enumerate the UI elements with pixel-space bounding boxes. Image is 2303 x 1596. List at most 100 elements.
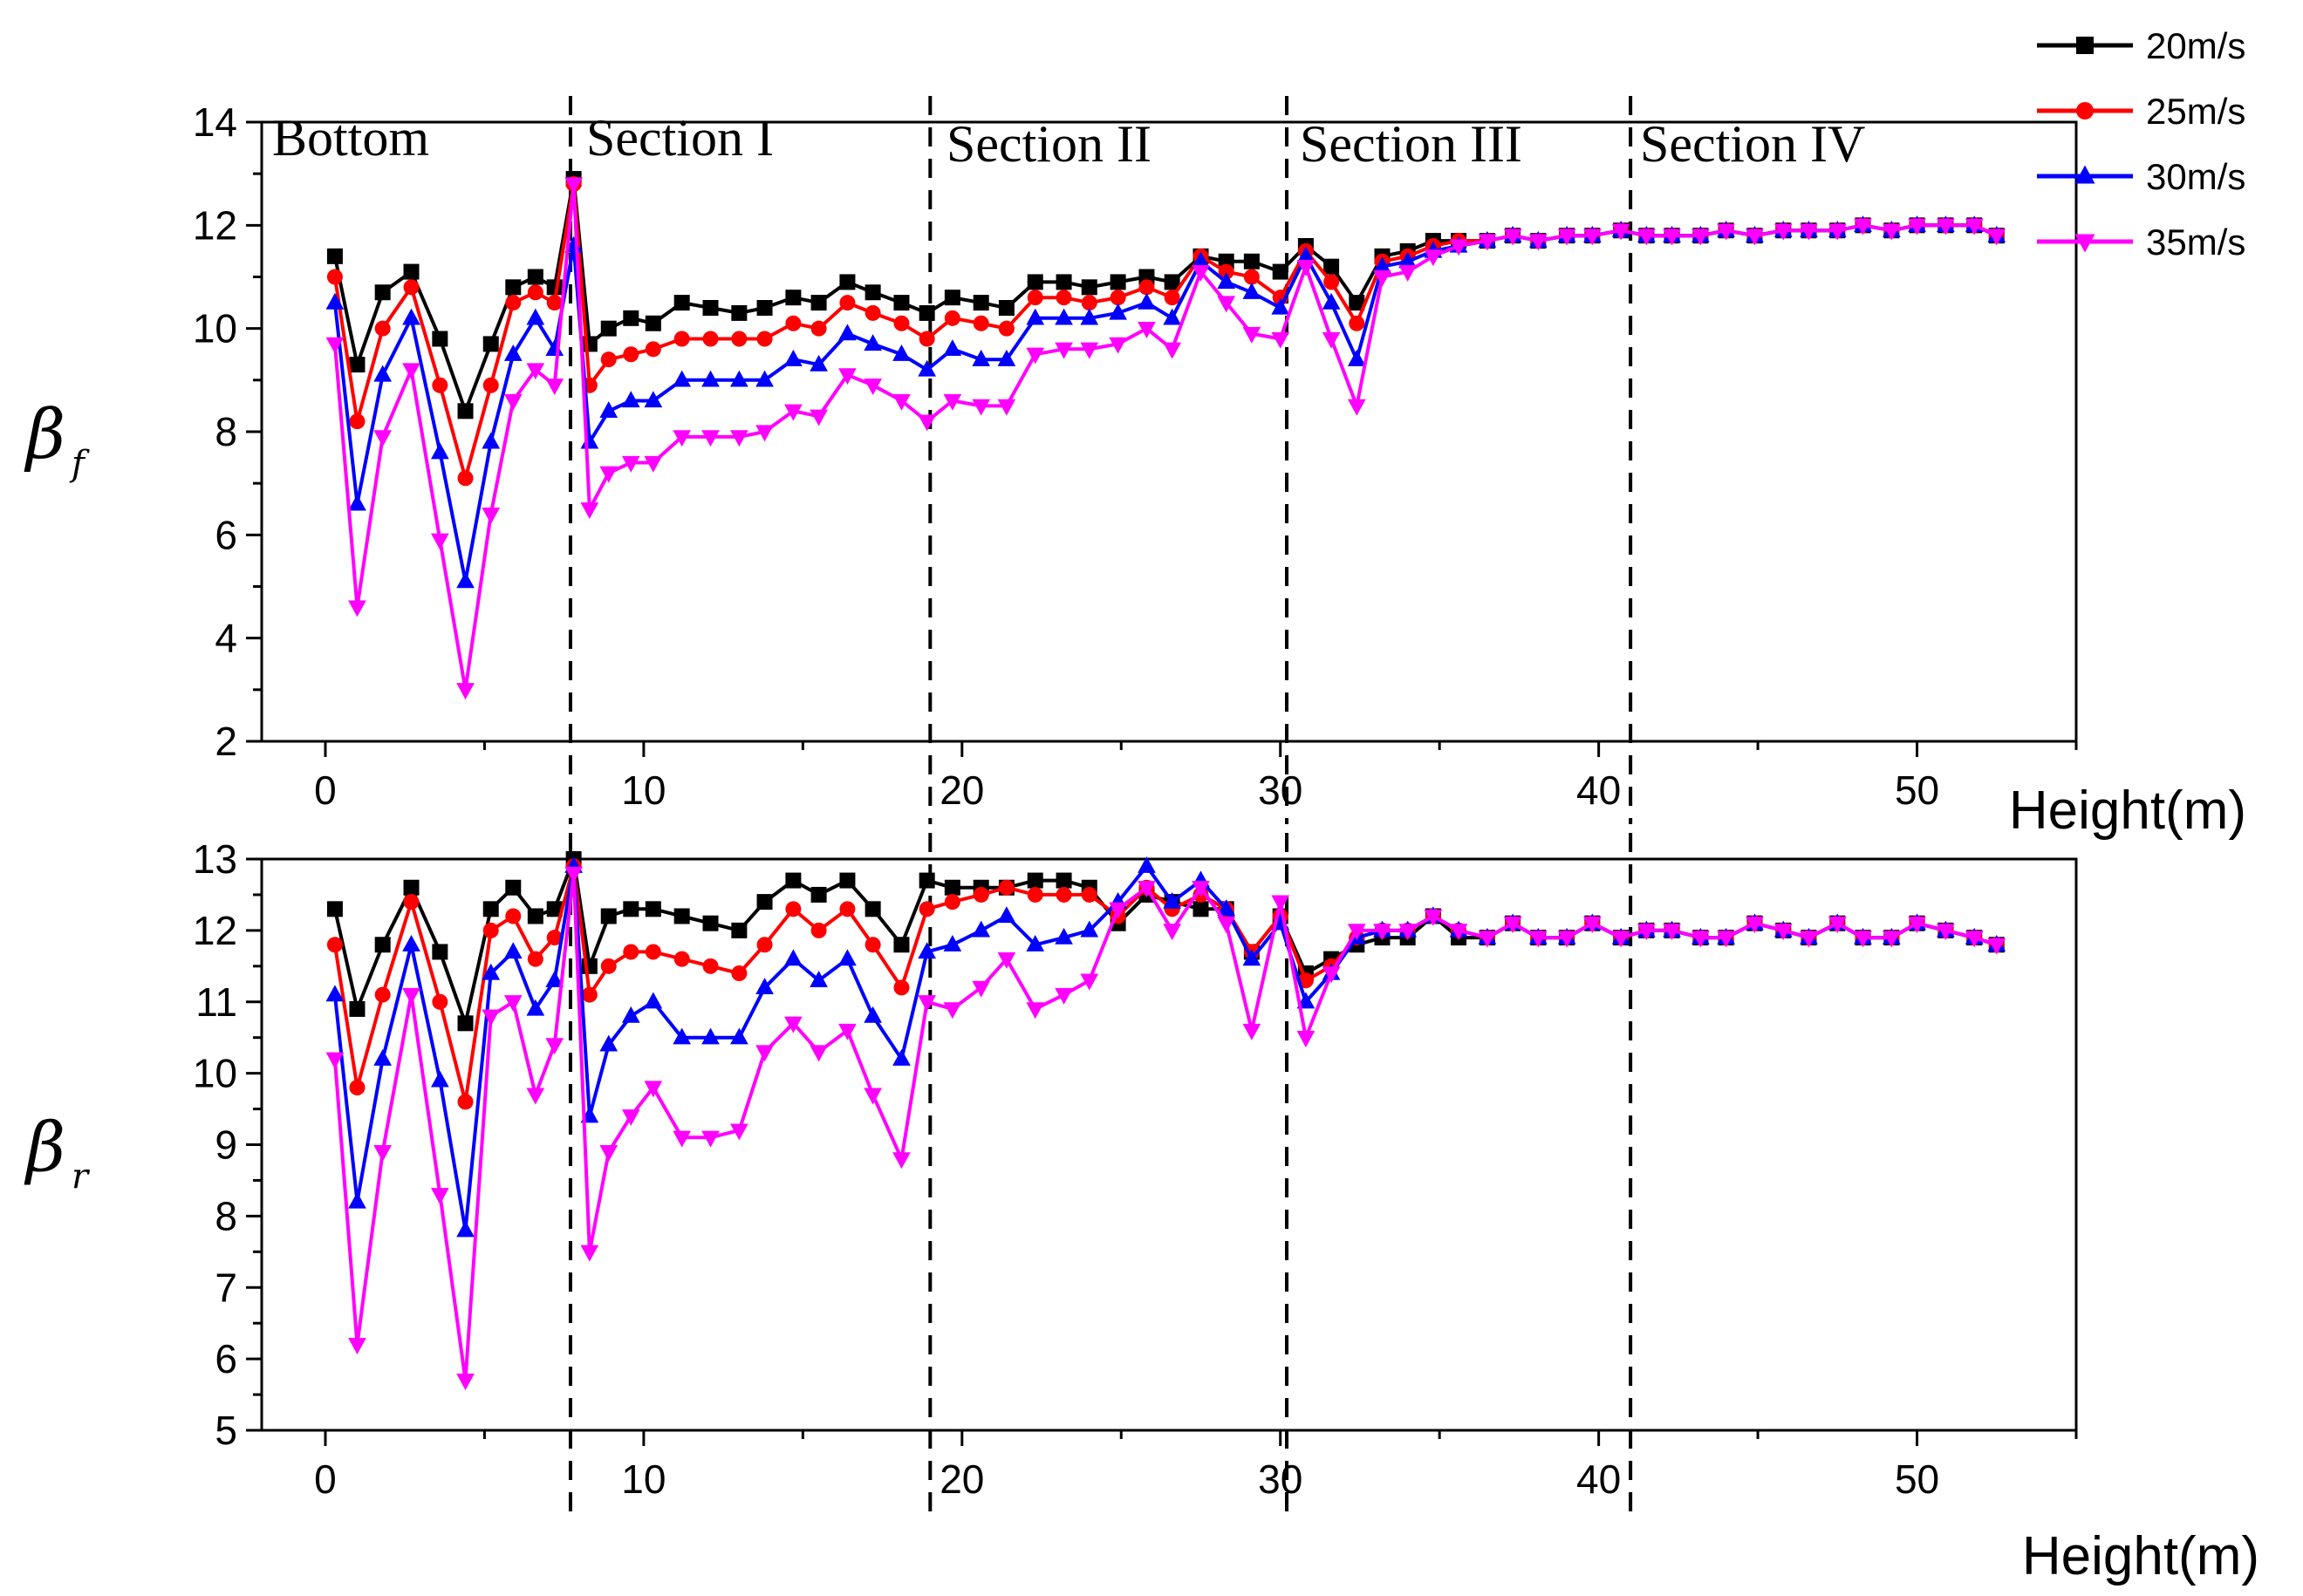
legend-marker-shape bbox=[2074, 234, 2095, 253]
data-point bbox=[1449, 239, 1468, 256]
top-xlabel: Height(m) bbox=[2009, 781, 2246, 841]
data-point bbox=[1478, 931, 1497, 948]
data-point bbox=[839, 872, 856, 889]
data-point bbox=[546, 901, 563, 917]
data-point bbox=[1217, 917, 1236, 933]
data-point bbox=[701, 1027, 720, 1045]
data-point bbox=[623, 310, 639, 326]
data-point bbox=[998, 320, 1015, 337]
data-point bbox=[973, 295, 989, 311]
data-point bbox=[1424, 909, 1443, 926]
data-point bbox=[527, 908, 543, 924]
data-point bbox=[503, 995, 523, 1012]
data-point bbox=[673, 430, 692, 447]
data-point bbox=[349, 357, 366, 373]
data-point bbox=[349, 1080, 366, 1095]
data-point bbox=[432, 377, 448, 393]
section-dividers bbox=[568, 96, 1633, 824]
data-point bbox=[1322, 966, 1341, 984]
data-point bbox=[1296, 246, 1316, 263]
data-point bbox=[402, 363, 420, 380]
data-point bbox=[864, 937, 881, 953]
legend-label: 25m/s bbox=[2146, 91, 2245, 132]
data-point bbox=[810, 409, 828, 426]
data-point bbox=[864, 379, 882, 395]
data-point bbox=[1965, 218, 1984, 235]
data-point bbox=[1056, 872, 1072, 889]
bottom-series-layer bbox=[325, 851, 2006, 1390]
data-point bbox=[482, 377, 499, 393]
data-point bbox=[580, 1245, 599, 1262]
data-point bbox=[785, 901, 802, 917]
data-point bbox=[599, 401, 618, 418]
data-point bbox=[527, 951, 543, 967]
y-tick-label: 2 bbox=[215, 719, 237, 764]
data-point bbox=[456, 1374, 475, 1390]
data-point bbox=[457, 403, 474, 419]
y-tick-label: 4 bbox=[215, 616, 237, 661]
data-point bbox=[892, 344, 911, 361]
data-point bbox=[1398, 251, 1418, 269]
data-point bbox=[730, 430, 748, 447]
data-point bbox=[403, 279, 420, 296]
data-point bbox=[864, 334, 882, 351]
data-point bbox=[784, 404, 803, 421]
data-point bbox=[1242, 283, 1261, 299]
y-tick-label: 13 bbox=[193, 836, 237, 882]
x-tick-label: 50 bbox=[1895, 1456, 1939, 1502]
data-point bbox=[1828, 223, 1847, 241]
y-tick-label: 8 bbox=[215, 409, 237, 454]
data-point bbox=[701, 370, 720, 387]
data-point bbox=[1746, 228, 1764, 246]
data-point bbox=[1193, 901, 1209, 917]
data-point bbox=[326, 269, 343, 285]
data-point bbox=[731, 304, 748, 321]
data-point bbox=[756, 894, 773, 911]
data-point bbox=[839, 295, 856, 311]
data-point bbox=[1026, 347, 1045, 365]
data-point bbox=[756, 331, 773, 347]
data-point bbox=[1217, 899, 1236, 916]
top-ylabel-symbol: β bbox=[24, 396, 65, 474]
data-point bbox=[943, 393, 962, 411]
bottom-ylabel-subscript: r bbox=[72, 1157, 91, 1197]
data-point bbox=[503, 942, 523, 959]
data-point bbox=[1243, 269, 1260, 285]
data-point bbox=[1055, 987, 1073, 1005]
legend-label: 20m/s bbox=[2146, 25, 2245, 66]
data-point bbox=[645, 341, 661, 358]
data-point bbox=[1582, 228, 1602, 246]
data-point bbox=[998, 879, 1015, 896]
data-point bbox=[374, 986, 391, 1003]
data-point bbox=[864, 901, 881, 917]
data-point bbox=[621, 455, 640, 473]
x-tick-label: 40 bbox=[1576, 1456, 1621, 1502]
y-tick-label: 6 bbox=[215, 512, 237, 557]
x-tick-label: 0 bbox=[314, 1456, 337, 1502]
data-point bbox=[456, 1220, 475, 1238]
data-point bbox=[785, 315, 802, 331]
legend-marker bbox=[2076, 102, 2094, 119]
data-point bbox=[918, 995, 937, 1012]
data-point bbox=[784, 949, 803, 966]
data-point bbox=[326, 248, 343, 264]
bottom-panel: 0 10 20 30 40 50 5 6 7 8 9 10 11 12 13 β r Height(m) bbox=[24, 833, 2259, 1586]
top-series-layer bbox=[325, 171, 2006, 700]
data-point bbox=[673, 1130, 692, 1148]
data-point bbox=[505, 279, 522, 296]
data-point bbox=[1055, 308, 1073, 325]
data-point bbox=[545, 970, 564, 987]
y-tick-label: 8 bbox=[215, 1193, 237, 1238]
data-point bbox=[1296, 260, 1316, 276]
data-point bbox=[623, 944, 639, 960]
data-point bbox=[432, 944, 448, 960]
data-point bbox=[526, 999, 545, 1016]
data-point bbox=[1503, 917, 1522, 933]
data-point bbox=[1026, 935, 1045, 951]
data-point bbox=[1026, 1002, 1045, 1020]
data-point bbox=[972, 980, 991, 998]
data-point bbox=[755, 978, 774, 995]
y-tick-label: 5 bbox=[215, 1408, 237, 1453]
data-point bbox=[1773, 924, 1793, 941]
legend-marker-shape bbox=[2074, 165, 2095, 184]
